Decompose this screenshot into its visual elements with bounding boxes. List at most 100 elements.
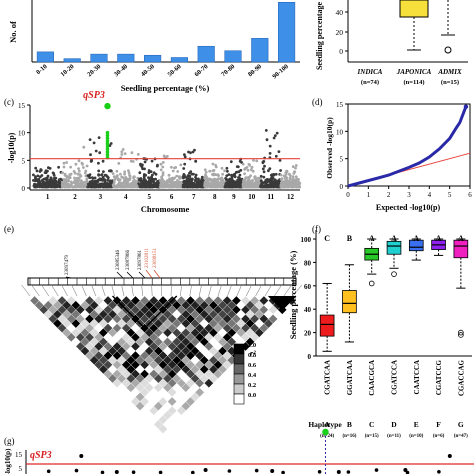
panel-c-point [298,185,301,189]
panel-c-point [271,177,275,180]
panel-c-point [204,185,208,189]
panel-c-point [257,179,261,183]
panel-b-n-japonica: (n=114) [403,79,424,86]
panel-c-point [112,179,116,182]
panel-c-point [116,178,120,182]
panel-c-point [75,180,79,184]
panel-c-point [187,180,191,183]
panel-c-point [291,175,295,179]
panel-g-point [158,470,163,474]
panel-c-point [97,136,101,140]
panel-e-connector [61,284,68,297]
panel-c-peak-label: qSP3 [83,90,105,101]
panel-c-point [147,171,151,175]
panel-g-point [374,468,379,472]
panel-g-point [346,470,351,474]
panel-c-point [113,185,116,189]
panel-c-point [193,179,197,182]
panel-c-point [269,173,273,177]
panel-c-highlight-cluster [105,136,110,140]
panel-c-point [36,182,40,185]
panel-c-point [117,180,121,184]
panel-b-group-indica: INDICA [357,68,383,76]
panel-a-bar-80-90 [251,38,269,63]
panel-c-point [204,173,207,177]
panel-c-point [107,183,111,187]
panel-g-point [74,468,79,473]
panel-c-point [206,177,209,180]
panel-c-point [177,175,181,179]
panel-c-point [200,180,204,184]
panel-e-connector [71,284,78,297]
panel-d-y-tick-label-0: 0 [340,183,344,191]
panel-c-point [106,175,109,179]
panel-c-point [77,169,81,173]
panel-a-bar-70-80 [224,50,242,63]
panel-c-point [186,174,190,178]
panel-c-point [167,180,170,184]
panel-c-point [263,181,267,185]
panel-c-point [118,178,122,182]
panel-b-group-japonica: JAPONICA [396,68,432,76]
panel-g-point [281,470,285,474]
panel-e-snp-23087866: 23087866 [126,250,131,271]
panel-g-point [131,470,136,474]
panel-e-connector [274,284,282,297]
panel-f-sig-letter-A: C [324,234,330,243]
panel-e-snp-connectors [21,284,302,297]
panel-c-point [124,176,128,180]
panel-f-count-E: (n=10) [409,434,423,439]
panel-c-point [51,171,55,175]
panel-c-point [75,185,78,189]
panel-c-point [110,169,113,173]
panel-c-point [112,181,116,184]
panel-c-point [214,165,218,169]
panel-f-sequence-G: CGACCAG [457,359,465,396]
panel-c-point [255,159,259,163]
panel-c-point [94,149,98,153]
panel-a-tick-labels: 0-10 10-20 20-30 30-40 40-50 50-60 60-70 70-80 8… [35,63,290,80]
panel-c-point [77,167,80,171]
panel-f-haplotype-sequences: CGATCAA GGATCAA CAACGCA CGATCCA CAATCCA CGATC… [324,359,466,396]
panel-c-point [116,174,119,178]
panel-e-legend: 1.0 0.8 0.6 0.4 0.2 0.0 [233,342,257,405]
panel-e-connector [227,284,232,297]
panel-c-point [255,185,259,189]
panel-c-point [129,185,133,189]
panel-c-point [220,179,224,183]
panel-c-point [65,175,69,179]
panel-c-point [92,183,96,187]
panel-c-point [99,185,102,189]
panel-a-tick-60-70: 60-70 [193,63,209,78]
panel-c-point [74,162,78,166]
panel-c-point [249,174,253,178]
panel-g-point [191,470,195,474]
panel-c-point [66,178,70,182]
panel-f-haplotype-C: C [369,420,374,429]
panel-e-snp-labels: 23097479 23085346 23087866 23097861 23102811… [65,248,161,279]
panel-a-bar-90-100 [278,2,296,63]
panel-c-point [268,144,272,148]
panel-c-point [165,183,169,187]
panel-c-point [35,169,39,173]
panel-c-point [265,178,268,182]
panel-c-point [279,173,283,177]
panel-f-y-tick-label-100: 100 [301,236,312,244]
panel-a-tick-0-10: 0-10 [35,63,49,76]
panel-c-point [126,179,130,183]
panel-c-point [128,173,131,177]
panel-e-connector [180,284,182,297]
panel-c-point [75,176,79,180]
panel-c-point [285,176,289,180]
panel-e-connector [217,284,222,297]
panel-c-point [268,167,272,171]
panel-c-point [281,180,285,184]
panel-c-point [61,185,64,189]
panel-a-ylabel: No. of [8,21,18,43]
panel-c-point [170,165,173,169]
panel-c-highlight-cluster [105,133,110,138]
panel-c-point [237,176,240,179]
panel-c-point [294,166,297,170]
panel-d-top-point [463,104,469,109]
